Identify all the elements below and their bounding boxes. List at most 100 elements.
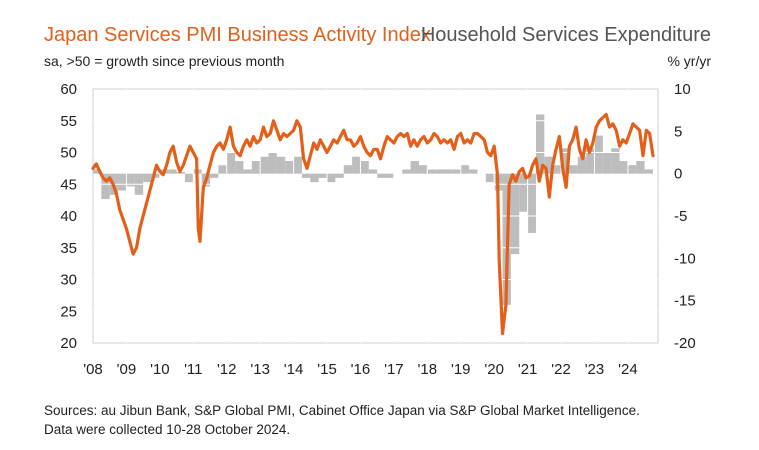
bar-household-expenditure	[594, 135, 603, 174]
right-tick-label: -5	[674, 208, 687, 225]
bar-household-expenditure	[343, 165, 353, 174]
bar-household-expenditure	[352, 156, 361, 174]
chart-subtitle-right: % yr/yr	[667, 53, 711, 69]
bar-household-expenditure	[636, 160, 645, 174]
bar-household-expenditure	[577, 156, 587, 174]
x-tick-label: '20	[484, 361, 504, 378]
right-axis-ticks: -20 -15 -10 -5 0 5 10	[674, 81, 696, 352]
bar-household-expenditure	[444, 169, 453, 174]
x-tick-label: '09	[117, 361, 137, 378]
bar-household-expenditure	[243, 169, 252, 174]
bar-household-expenditure	[619, 160, 628, 174]
bar-household-expenditure	[469, 169, 478, 174]
bar-household-expenditure	[93, 169, 102, 174]
left-tick-label: 25	[60, 303, 77, 320]
bar-household-expenditure	[368, 169, 378, 174]
left-axis-ticks: 20 25 30 35 40 45 50 55 60	[60, 81, 77, 352]
bar-household-expenditure	[218, 165, 227, 174]
bar-household-expenditure	[327, 173, 336, 183]
bar-household-expenditure	[527, 173, 536, 233]
x-tick-label: '23	[585, 361, 605, 378]
bar-household-expenditure	[260, 156, 269, 174]
bar-household-expenditure	[377, 173, 386, 178]
bar-household-expenditure	[301, 173, 311, 178]
chart-title-right: Household Services Expenditure	[420, 24, 711, 46]
x-tick-label: '17	[384, 361, 404, 378]
bar-household-expenditure	[410, 160, 419, 174]
x-tick-label: '10	[150, 361, 170, 378]
pmi-line	[91, 112, 655, 336]
bar-household-expenditure	[435, 169, 445, 174]
bar-household-expenditure	[510, 173, 520, 255]
bar-household-expenditure	[627, 165, 637, 174]
bar-household-expenditure	[118, 173, 127, 191]
bar-household-expenditure	[226, 152, 236, 174]
bar-household-expenditure	[251, 160, 261, 174]
x-tick-label: '08	[83, 361, 103, 378]
bar-household-expenditure	[235, 160, 244, 174]
bar-household-expenditure	[460, 165, 470, 174]
x-tick-label: '22	[551, 361, 571, 378]
bar-household-expenditure	[143, 173, 152, 183]
bar-household-expenditure	[184, 173, 194, 183]
chart-title-left: Japan Services PMI Business Activity Ind…	[44, 24, 431, 46]
x-tick-label: '11	[184, 361, 202, 378]
x-tick-label: '16	[351, 361, 371, 378]
x-axis-ticks: '08 '09 '10 '11 '12 '13 '14 '15 '16 '17 '18 '19 '20 '…	[83, 361, 637, 378]
bar-household-expenditure	[485, 173, 495, 183]
source-line-1: Sources: au Jibun Bank, S&P Global PMI, …	[44, 403, 640, 418]
bar-household-expenditure	[552, 165, 562, 174]
bar-household-expenditure	[519, 173, 528, 212]
right-tick-label: -20	[674, 335, 696, 352]
right-tick-label: 0	[674, 166, 682, 183]
x-tick-label: '21	[518, 361, 538, 378]
bar-household-expenditure	[168, 169, 177, 174]
x-tick-label: '12	[217, 361, 237, 378]
x-tick-label: '24	[618, 361, 638, 378]
bar-household-expenditure	[418, 165, 428, 174]
bar-household-expenditure	[268, 152, 277, 174]
bar-household-expenditure	[360, 160, 369, 174]
left-tick-label: 30	[60, 272, 77, 289]
bar-household-expenditure	[101, 173, 110, 200]
bar-household-expenditure	[335, 173, 344, 178]
bar-household-expenditure	[535, 114, 545, 174]
bar-household-expenditure	[402, 169, 411, 174]
bar-household-expenditure	[611, 148, 620, 174]
bar-household-expenditure	[561, 148, 570, 174]
bar-household-expenditure	[385, 173, 394, 178]
x-tick-label: '19	[451, 361, 471, 378]
left-tick-label: 55	[60, 113, 77, 130]
source-line-2: Data were collected 10-28 October 2024.	[44, 422, 291, 437]
chart-subtitle-left: sa, >50 = growth since previous month	[44, 53, 285, 69]
left-tick-label: 40	[60, 208, 77, 225]
line-series	[91, 112, 655, 336]
right-tick-label: 5	[674, 123, 682, 140]
right-tick-label: -10	[674, 250, 696, 267]
x-tick-label: '15	[317, 361, 337, 378]
left-tick-label: 50	[60, 145, 77, 162]
right-tick-label: 10	[674, 81, 691, 98]
bar-household-expenditure	[285, 160, 294, 174]
left-tick-label: 20	[60, 335, 77, 352]
bar-household-expenditure	[210, 173, 219, 178]
bar-household-expenditure	[586, 148, 595, 174]
bar-household-expenditure	[544, 156, 553, 174]
bar-household-expenditure	[310, 173, 319, 183]
bar-household-expenditure	[151, 173, 160, 178]
x-tick-label: '14	[284, 361, 304, 378]
bar-household-expenditure	[644, 169, 653, 174]
left-tick-label: 45	[60, 176, 77, 193]
bar-household-expenditure	[293, 156, 302, 174]
bar-household-expenditure	[452, 169, 461, 174]
bar-household-expenditure	[318, 173, 328, 178]
bar-household-expenditure	[276, 156, 286, 174]
left-tick-label: 35	[60, 240, 77, 257]
x-tick-label: '13	[250, 361, 270, 378]
bar-household-expenditure	[427, 169, 436, 174]
right-tick-label: -15	[674, 293, 696, 310]
left-tick-label: 60	[60, 81, 77, 98]
bar-household-expenditure	[126, 173, 135, 187]
bar-household-expenditure	[569, 165, 578, 174]
